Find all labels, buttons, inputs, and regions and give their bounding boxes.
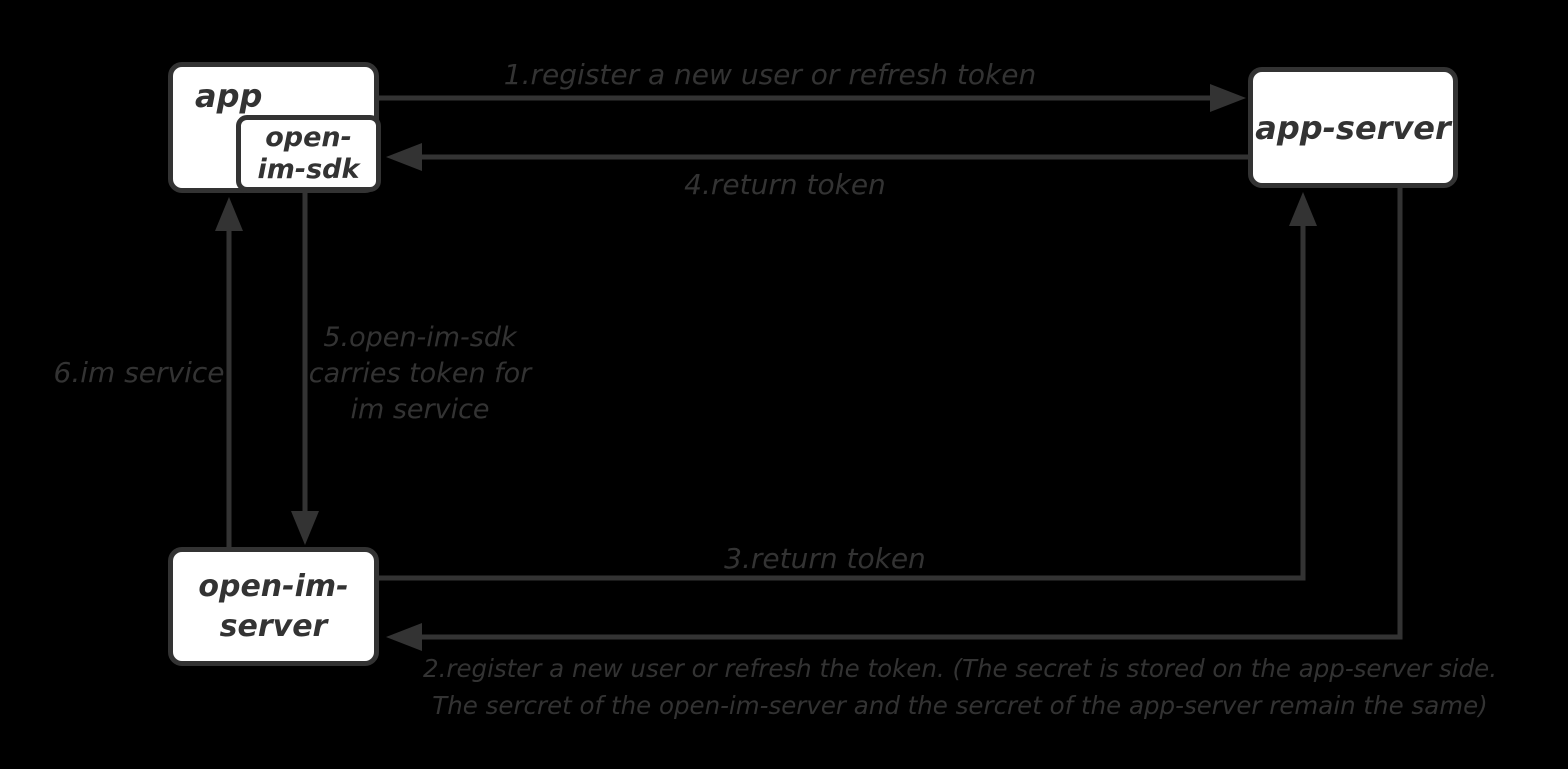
arrow-3-label: 3.return token bbox=[724, 542, 926, 575]
arrow-5-label-line3: im service bbox=[350, 393, 490, 425]
node-open-im-sdk: open- im-sdk bbox=[236, 115, 381, 192]
node-app-server: app-server bbox=[1248, 67, 1458, 188]
arrow-2-label: 2.register a new user or refresh the tok… bbox=[372, 651, 1548, 725]
node-app-server-label: app-server bbox=[1255, 108, 1451, 147]
node-open-im-sdk-label-line1: open- bbox=[265, 121, 352, 153]
arrow-2-line bbox=[422, 187, 1403, 640]
arrow-2-head-left-icon bbox=[386, 623, 422, 651]
node-open-im-sdk-label-line2: im-sdk bbox=[257, 153, 360, 185]
arrow-5-label-line2: carries token for bbox=[308, 357, 532, 389]
arrow-3-line bbox=[378, 226, 1306, 581]
node-open-im-server-label-line2: server bbox=[219, 608, 328, 644]
arrow-6-head-up-icon bbox=[215, 197, 243, 231]
arrow-4-label: 4.return token bbox=[684, 168, 886, 201]
arrow-1-label: 1.register a new user or refresh token bbox=[503, 58, 1037, 91]
arrow-5-head-down-icon bbox=[291, 511, 319, 545]
arrow-3-head-up-icon bbox=[1289, 192, 1317, 226]
arrow-5-label: 5.open-im-sdk carries token for im servi… bbox=[300, 320, 540, 428]
arrow-2-label-line2: The sercret of the open-im-server and th… bbox=[432, 690, 1488, 720]
arrow-4-head-left-icon bbox=[386, 143, 422, 171]
arrow-2-label-line1: 2.register a new user or refresh the tok… bbox=[423, 654, 1497, 683]
arrow-5-label-line1: 5.open-im-sdk bbox=[323, 322, 517, 353]
node-app-label: app bbox=[195, 77, 263, 115]
node-open-im-server: open-im- server bbox=[168, 547, 379, 666]
arrow-6-label: 6.im service bbox=[53, 356, 225, 389]
node-open-im-server-label-line1: open-im- bbox=[198, 568, 349, 604]
arrow-1-head-right-icon bbox=[1210, 84, 1246, 112]
